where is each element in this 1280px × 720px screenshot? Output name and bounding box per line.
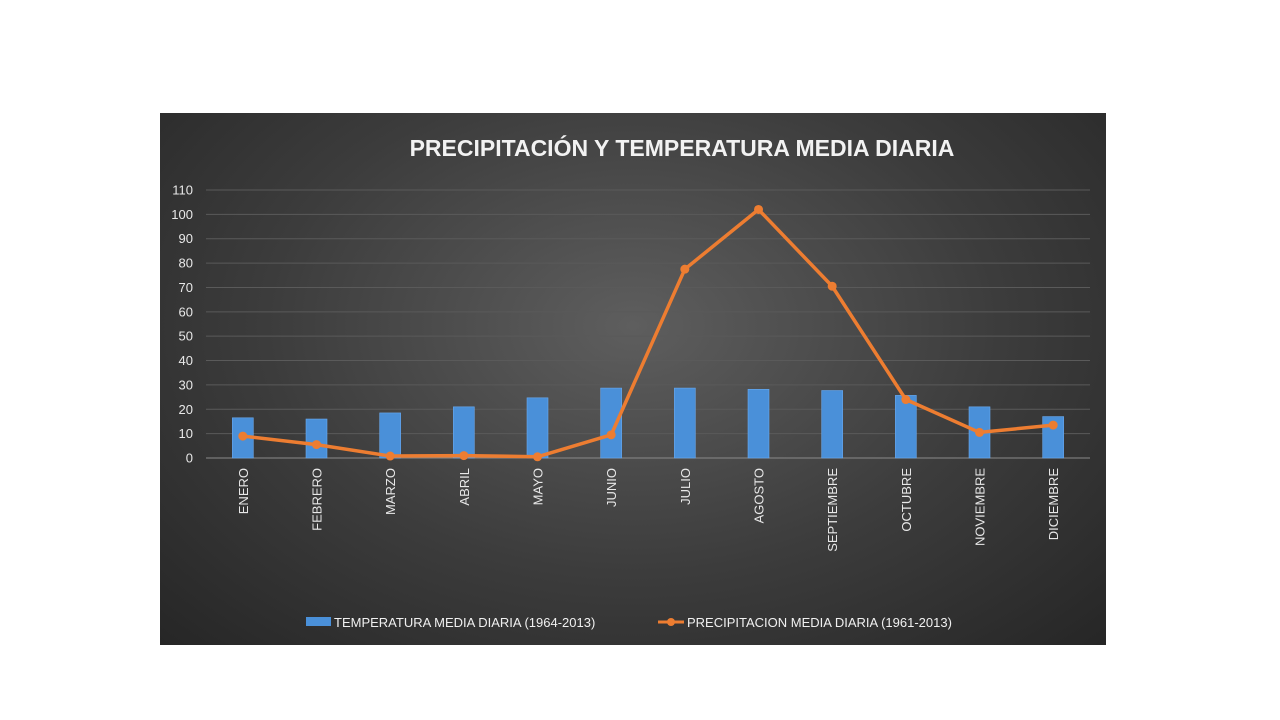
precipitation-point <box>533 452 542 462</box>
temperature-bar <box>600 387 622 459</box>
precipitation-point <box>238 431 248 441</box>
precipitation-point <box>312 440 321 450</box>
x-category-label: JUNIO <box>604 468 619 507</box>
y-tick-label: 20 <box>179 402 193 417</box>
y-tick-label: 0 <box>186 451 193 466</box>
y-axis-ticks: 0 10 20 30 40 50 60 70 80 90 100 110 <box>171 183 193 466</box>
x-category-label: JULIO <box>678 468 693 505</box>
x-category-label: ENERO <box>236 468 251 514</box>
y-tick-label: 110 <box>172 183 193 198</box>
y-tick-label: 50 <box>179 329 193 344</box>
temperature-bar <box>747 388 770 459</box>
temperature-bar <box>379 412 401 459</box>
precipitation-point <box>827 281 837 291</box>
y-tick-label: 40 <box>179 353 193 368</box>
legend-temperature-label: TEMPERATURA MEDIA DIARIA (1964-2013) <box>334 615 595 630</box>
x-category-label: FEBRERO <box>310 468 325 531</box>
precipitation-point <box>901 395 911 405</box>
precipitation-point <box>606 430 616 440</box>
temperature-bar <box>453 406 475 459</box>
x-category-label: SEPTIEMBRE <box>825 468 840 552</box>
precipitation-point <box>680 264 690 274</box>
legend-temperature-swatch <box>306 617 331 626</box>
x-category-label: MAYO <box>531 468 546 505</box>
precipitation-point <box>975 427 984 437</box>
precipitation-point <box>385 451 395 461</box>
chart-title: PRECIPITACIÓN Y TEMPERATURA MEDIA DIARIA <box>410 134 955 161</box>
precipitation-series-line <box>241 207 1055 459</box>
x-axis-labels: ENERO FEBRERO MARZO ABRIL MAYO JUNIO JULIO AGOS… <box>236 468 1061 552</box>
temperature-bar <box>526 397 549 459</box>
y-tick-label: 80 <box>179 256 193 271</box>
temperature-bar <box>305 418 328 459</box>
precipitation-line <box>238 204 1058 462</box>
y-tick-label: 100 <box>171 207 193 222</box>
x-category-label: MARZO <box>383 468 398 515</box>
x-category-label: DICIEMBRE <box>1046 468 1061 541</box>
temperature-bar <box>821 390 843 459</box>
x-category-label: OCTUBRE <box>899 468 914 532</box>
y-tick-label: 90 <box>179 231 193 246</box>
legend-precipitation-marker <box>667 618 675 626</box>
x-category-label: AGOSTO <box>752 468 767 523</box>
temperature-bar <box>895 395 917 459</box>
x-category-label: ABRIL <box>457 468 472 506</box>
temperature-bars <box>232 387 1064 459</box>
precipitation-point <box>459 451 469 461</box>
x-category-label: NOVIEMBRE <box>973 468 988 546</box>
precipitation-point <box>754 204 763 214</box>
y-tick-label: 30 <box>179 377 193 392</box>
y-tick-label: 60 <box>179 304 193 319</box>
y-tick-label: 10 <box>179 426 193 441</box>
precipitation-point <box>1048 420 1058 430</box>
grid-layer <box>206 189 1090 459</box>
temperature-bar <box>674 387 696 459</box>
chart-panel: PRECIPITACIÓN Y TEMPERATURA MEDIA DIARIA… <box>160 113 1106 645</box>
chart-svg: PRECIPITACIÓN Y TEMPERATURA MEDIA DIARIA… <box>171 134 1090 630</box>
legend: TEMPERATURA MEDIA DIARIA (1964-2013) PRE… <box>306 615 952 630</box>
legend-precipitation-label: PRECIPITACION MEDIA DIARIA (1961-2013) <box>687 615 952 630</box>
y-tick-label: 70 <box>179 280 193 295</box>
